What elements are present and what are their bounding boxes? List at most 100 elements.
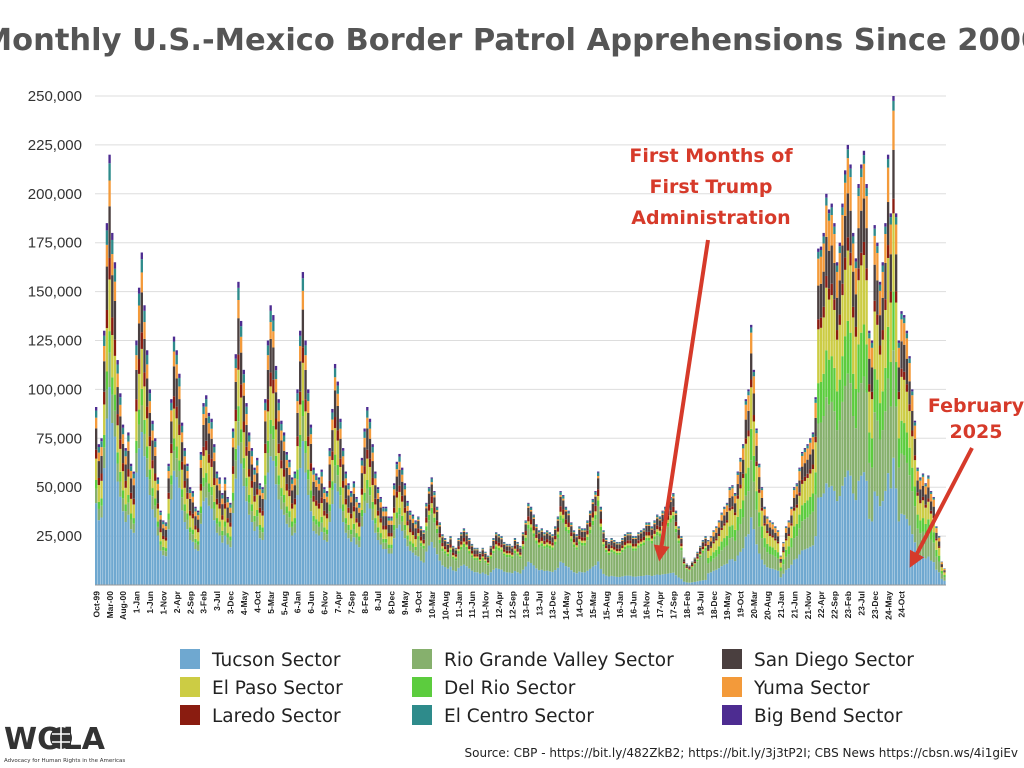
bar-segment bbox=[239, 397, 243, 430]
bar-segment bbox=[470, 570, 474, 585]
bar-segment bbox=[916, 495, 919, 515]
bar-segment bbox=[766, 543, 769, 553]
bar-segment bbox=[411, 543, 415, 547]
bar-segment bbox=[774, 526, 777, 529]
bar-segment bbox=[215, 498, 219, 505]
bar-segment bbox=[736, 472, 739, 475]
bar-segment bbox=[701, 549, 705, 551]
bar-segment bbox=[857, 196, 860, 229]
bar-segment bbox=[586, 534, 589, 537]
bar-segment bbox=[677, 535, 680, 539]
bar-segment bbox=[199, 483, 203, 491]
bar-segment bbox=[159, 541, 162, 545]
bar-segment bbox=[328, 450, 331, 457]
bar-segment bbox=[661, 574, 664, 585]
bar-segment bbox=[570, 536, 573, 539]
bar-segment bbox=[395, 476, 398, 492]
bar-segment bbox=[350, 502, 353, 514]
bar-segment bbox=[929, 560, 933, 585]
bar-segment bbox=[809, 496, 812, 515]
bar-segment bbox=[113, 355, 117, 395]
bar-segment bbox=[521, 534, 525, 536]
bar-segment bbox=[631, 546, 635, 549]
bar-segment bbox=[154, 438, 157, 442]
bar-segment bbox=[97, 444, 101, 447]
bar-segment bbox=[229, 547, 232, 585]
bar-segment bbox=[564, 566, 568, 585]
bar-segment bbox=[108, 387, 111, 585]
bar-segment bbox=[272, 393, 275, 426]
bar-segment bbox=[537, 530, 541, 531]
bar-segment bbox=[634, 536, 637, 538]
bar-segment bbox=[744, 399, 747, 402]
bar-segment bbox=[728, 487, 731, 489]
bar-segment bbox=[202, 424, 205, 447]
bar-segment bbox=[615, 544, 619, 549]
bar-segment bbox=[376, 527, 380, 533]
legend-swatch bbox=[722, 649, 742, 669]
bar-segment bbox=[559, 496, 562, 507]
bar-segment bbox=[623, 534, 627, 537]
bar-segment bbox=[180, 497, 184, 511]
bar-segment bbox=[642, 528, 645, 529]
x-tick-label: 14-May bbox=[561, 591, 571, 620]
bar-segment bbox=[798, 492, 801, 496]
bar-segment bbox=[715, 540, 718, 550]
bar-segment bbox=[792, 526, 796, 539]
bar-segment bbox=[100, 438, 103, 442]
bar-segment bbox=[470, 546, 474, 551]
bar-segment bbox=[599, 507, 603, 510]
bar-segment bbox=[578, 535, 581, 540]
bar-segment bbox=[374, 504, 377, 519]
bar-segment bbox=[178, 470, 181, 488]
bar-segment bbox=[363, 428, 366, 432]
bar-segment bbox=[146, 354, 149, 365]
bar-segment bbox=[591, 502, 594, 505]
bar-segment bbox=[731, 559, 734, 585]
bar-segment bbox=[119, 397, 122, 405]
bar-segment bbox=[301, 362, 305, 401]
bar-segment bbox=[744, 438, 747, 444]
bar-segment bbox=[634, 550, 637, 577]
bar-segment bbox=[344, 478, 347, 486]
bar-segment bbox=[841, 485, 844, 585]
bar-segment bbox=[358, 507, 361, 513]
bar-segment bbox=[876, 420, 879, 497]
bar-segment bbox=[854, 500, 858, 585]
bar-segment bbox=[784, 549, 788, 557]
bar-segment bbox=[374, 523, 377, 533]
bar-segment bbox=[256, 516, 259, 527]
bar-segment bbox=[704, 545, 707, 548]
bar-segment bbox=[237, 281, 240, 288]
bar-segment bbox=[489, 572, 492, 585]
bar-segment bbox=[387, 520, 390, 525]
bar-segment bbox=[213, 520, 216, 585]
bar-segment bbox=[221, 535, 224, 543]
bar-segment bbox=[817, 248, 820, 252]
bar-segment bbox=[833, 299, 836, 310]
bar-segment bbox=[409, 510, 412, 513]
bar-segment bbox=[406, 510, 409, 522]
bar-segment bbox=[341, 450, 345, 457]
bar-segment bbox=[908, 447, 911, 476]
bar-segment bbox=[760, 497, 764, 508]
bar-segment bbox=[100, 498, 103, 506]
bar-segment bbox=[137, 409, 141, 425]
x-tick-label: 15-Mar bbox=[588, 590, 598, 618]
bar-segment bbox=[103, 447, 106, 469]
bar-segment bbox=[546, 539, 549, 543]
bar-segment bbox=[546, 542, 549, 545]
bar-segment bbox=[398, 456, 401, 462]
bar-segment bbox=[435, 528, 439, 534]
bar-segment bbox=[932, 515, 935, 519]
bar-segment bbox=[752, 393, 756, 416]
bar-segment bbox=[205, 418, 208, 441]
bar-segment bbox=[621, 545, 624, 549]
bar-segment bbox=[331, 451, 334, 461]
bar-segment bbox=[733, 493, 737, 494]
bar-segment bbox=[575, 549, 578, 574]
bar-segment bbox=[868, 333, 871, 339]
bar-segment bbox=[315, 500, 318, 506]
bar-segment bbox=[570, 526, 573, 533]
bar-segment bbox=[768, 546, 772, 555]
